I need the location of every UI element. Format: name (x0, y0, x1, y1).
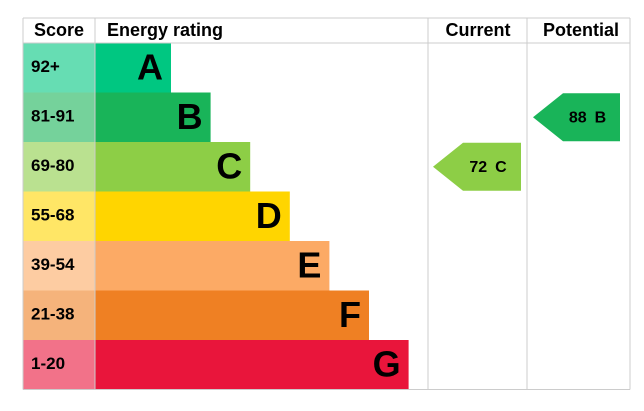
score-label: 92+ (31, 57, 60, 76)
potential-arrow-label: 88 B (569, 109, 606, 126)
score-cell (23, 290, 95, 340)
score-cell-tint (23, 290, 95, 340)
rating-bar (95, 43, 171, 93)
score-label: 21-38 (31, 305, 74, 324)
rating-letter: D (256, 195, 282, 236)
score-cell-tint (23, 241, 95, 291)
score-cell (23, 92, 95, 142)
rating-letter: G (373, 343, 401, 384)
rating-letter: A (137, 46, 163, 87)
score-label: 1-20 (31, 354, 65, 373)
score-label: 69-80 (31, 156, 74, 175)
score-label: 39-54 (31, 255, 75, 274)
header-rating: Energy rating (107, 20, 223, 40)
score-cell-tint (23, 92, 95, 142)
score-cell (23, 340, 95, 390)
header-current: Current (445, 20, 510, 40)
rating-letter: C (216, 145, 242, 186)
current-arrow (433, 142, 521, 191)
score-cell-tint (23, 340, 95, 390)
current-value: 72 (469, 159, 487, 176)
rating-bar (95, 92, 211, 142)
score-cell-tint (23, 191, 95, 241)
current-arrow-label: 72 C (469, 159, 507, 176)
score-label: 81-91 (31, 107, 74, 126)
score-cell (23, 43, 95, 93)
potential-arrow (533, 93, 620, 142)
rating-bar (95, 290, 369, 340)
rating-bar (95, 340, 409, 390)
potential-letter: B (595, 109, 607, 126)
potential-value: 88 (569, 109, 587, 126)
score-cell-tint (23, 142, 95, 192)
rating-bar (95, 241, 330, 291)
score-cell (23, 142, 95, 192)
score-cell (23, 191, 95, 241)
current-letter: C (495, 159, 507, 176)
rating-letter: F (339, 294, 361, 335)
rating-bar (95, 142, 251, 192)
score-label: 55-68 (31, 206, 74, 225)
header-score: Score (34, 20, 84, 40)
score-cell (23, 241, 95, 291)
rating-bar (95, 191, 290, 241)
rating-letter: E (297, 244, 321, 285)
score-cell-tint (23, 43, 95, 93)
rating-letter: B (177, 96, 203, 137)
header-potential: Potential (543, 20, 619, 40)
